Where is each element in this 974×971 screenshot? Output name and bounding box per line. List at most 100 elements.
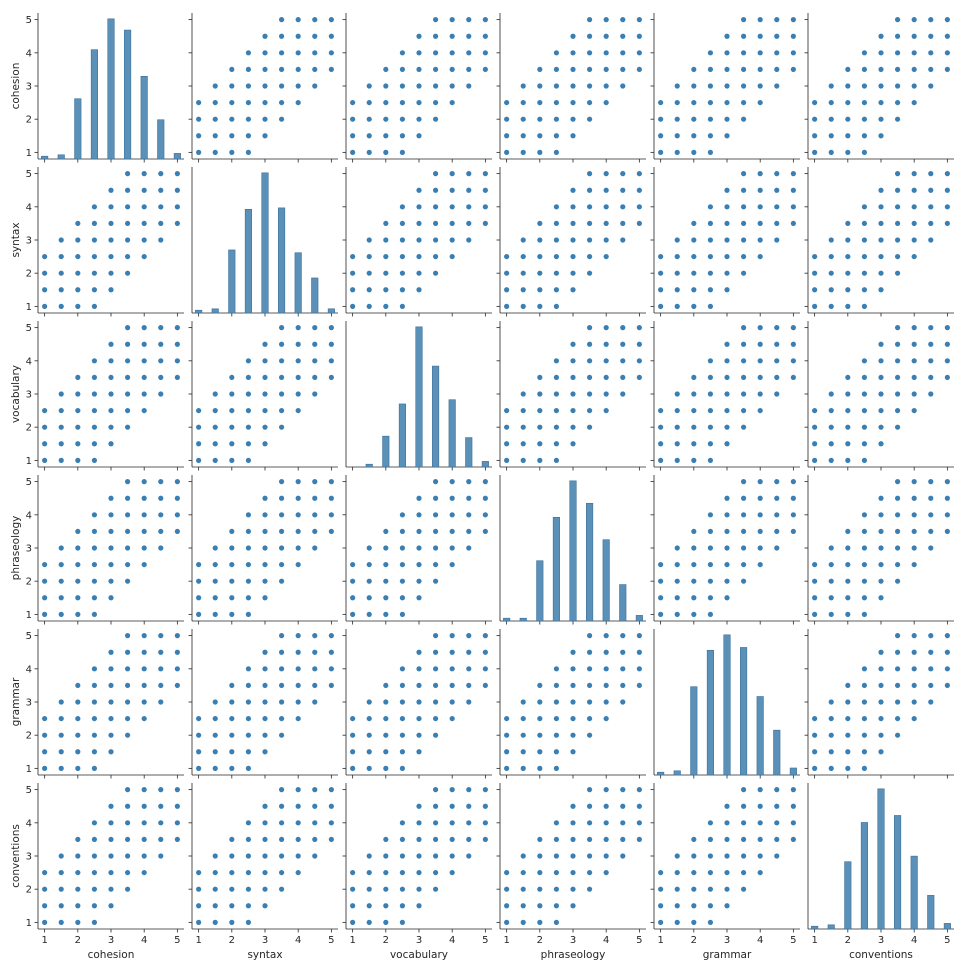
scatter-point bbox=[141, 391, 147, 397]
scatter-point bbox=[812, 270, 818, 276]
scatter-point bbox=[124, 512, 131, 518]
scatter-point bbox=[262, 853, 268, 859]
scatter-point bbox=[774, 512, 780, 518]
y-tick-label: 2 bbox=[26, 423, 32, 434]
scatter-point bbox=[674, 595, 680, 601]
scatter-point bbox=[245, 66, 252, 73]
scatter-point bbox=[124, 545, 131, 551]
scatter-point bbox=[108, 204, 114, 210]
scatter-point bbox=[790, 341, 796, 347]
scatter-point bbox=[553, 374, 560, 381]
scatter-point bbox=[740, 407, 747, 414]
scatter-point bbox=[911, 17, 917, 23]
scatter-point bbox=[482, 836, 488, 843]
scatter-point bbox=[196, 99, 202, 106]
scatter-point bbox=[861, 237, 868, 243]
scatter-point bbox=[757, 83, 763, 89]
scatter-point bbox=[658, 407, 664, 414]
scatter-point bbox=[466, 512, 472, 518]
scatter-point bbox=[658, 611, 664, 617]
scatter-point bbox=[58, 853, 64, 859]
scatter-point bbox=[158, 545, 164, 551]
scatter-point bbox=[245, 149, 252, 155]
scatter-point bbox=[383, 699, 389, 705]
scatter-point bbox=[828, 611, 834, 617]
scatter-point bbox=[878, 358, 884, 364]
scatter-point bbox=[740, 187, 747, 193]
scatter-point bbox=[553, 83, 560, 89]
scatter-point bbox=[537, 83, 543, 89]
scatter-point bbox=[537, 149, 543, 155]
scatter-point bbox=[878, 578, 884, 584]
scatter-point bbox=[262, 528, 268, 535]
scatter-point bbox=[416, 495, 422, 501]
scatter-point bbox=[845, 528, 851, 535]
scatter-point bbox=[75, 457, 81, 463]
scatter-point bbox=[520, 99, 526, 106]
scatter-point bbox=[812, 715, 818, 722]
scatter-point bbox=[724, 853, 730, 859]
scatter-point bbox=[928, 699, 934, 705]
scatter-point bbox=[928, 237, 934, 243]
scatter-point bbox=[553, 303, 560, 309]
scatter-point bbox=[196, 732, 202, 738]
scatter-point bbox=[482, 803, 488, 809]
x-tick-label: 1 bbox=[503, 935, 509, 946]
scatter-point bbox=[278, 787, 285, 793]
histogram-bar bbox=[789, 767, 797, 776]
scatter-point bbox=[366, 237, 372, 243]
scatter-point bbox=[278, 325, 285, 331]
x-axis-label: vocabulary bbox=[390, 949, 448, 961]
scatter-point bbox=[108, 886, 114, 892]
scatter-point bbox=[328, 495, 334, 501]
scatter-point bbox=[482, 187, 488, 193]
scatter-point bbox=[328, 836, 334, 843]
scatter-point bbox=[570, 441, 576, 447]
scatter-point bbox=[295, 479, 301, 485]
scatter-point bbox=[158, 341, 164, 347]
scatter-point bbox=[141, 561, 147, 568]
scatter-point bbox=[520, 869, 526, 876]
scatter-point bbox=[944, 341, 950, 347]
scatter-point bbox=[707, 869, 714, 876]
scatter-point bbox=[878, 33, 884, 39]
scatter-point bbox=[432, 666, 439, 672]
scatter-point bbox=[141, 853, 147, 859]
scatter-point bbox=[108, 512, 114, 518]
scatter-point bbox=[350, 303, 356, 309]
scatter-point bbox=[911, 391, 917, 397]
scatter-point bbox=[553, 253, 560, 260]
scatter-point bbox=[504, 303, 510, 309]
scatter-point bbox=[141, 171, 147, 177]
scatter-point bbox=[158, 391, 164, 397]
scatter-point bbox=[603, 358, 609, 364]
scatter-point bbox=[124, 341, 131, 347]
scatter-point bbox=[42, 595, 48, 601]
scatter-point bbox=[520, 919, 526, 925]
histogram-bar bbox=[157, 119, 165, 160]
scatter-point bbox=[449, 253, 455, 260]
scatter-point bbox=[245, 50, 252, 56]
scatter-point bbox=[928, 682, 934, 689]
scatter-point bbox=[636, 633, 642, 639]
scatter-point bbox=[928, 204, 934, 210]
scatter-point bbox=[278, 391, 285, 397]
scatter-point bbox=[432, 699, 439, 705]
scatter-point bbox=[212, 749, 218, 755]
scatter-point bbox=[449, 545, 455, 551]
scatter-point bbox=[262, 820, 268, 826]
scatter-point bbox=[350, 595, 356, 601]
y-tick-label: 5 bbox=[26, 477, 32, 488]
scatter-point bbox=[553, 270, 560, 276]
scatter-point bbox=[520, 391, 526, 397]
scatter-point bbox=[878, 204, 884, 210]
scatter-point bbox=[911, 374, 917, 381]
scatter-point bbox=[58, 270, 64, 276]
scatter-point bbox=[620, 171, 626, 177]
scatter-point bbox=[658, 149, 664, 155]
scatter-point bbox=[141, 358, 147, 364]
scatter-point bbox=[212, 99, 218, 106]
scatter-point bbox=[449, 33, 455, 39]
scatter-point bbox=[141, 220, 147, 227]
